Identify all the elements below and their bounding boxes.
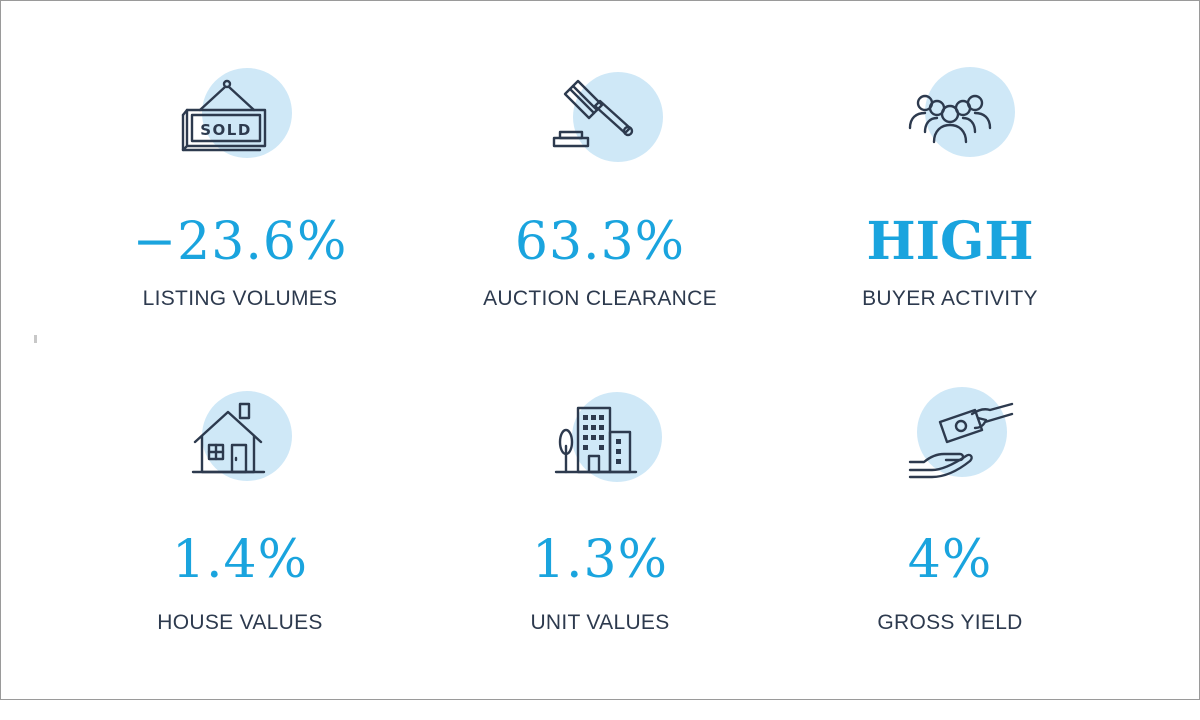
- side-marker: [34, 335, 37, 343]
- stat-value: −23.6%: [132, 212, 348, 272]
- stat-value: 4%: [907, 530, 993, 590]
- sold-sign-text: SOLD: [200, 121, 252, 139]
- stat-value: 1.4%: [171, 530, 309, 590]
- gavel-icon: [410, 70, 790, 240]
- apartment-building-icon: [410, 390, 790, 560]
- stat-label: BUYER ACTIVITY: [862, 287, 1038, 310]
- stat-value: 63.3%: [514, 212, 686, 272]
- stat-label: AUCTION CLEARANCE: [483, 287, 717, 310]
- stat-label: LISTING VOLUMES: [142, 287, 338, 310]
- stat-gross-yield: 4% GROSS YIELD: [760, 387, 1140, 720]
- stats-grid: SOLD −23.6% LISTING VOLUMES: [50, 67, 1140, 634]
- stat-value: 1.3%: [531, 530, 669, 590]
- stat-label: HOUSE VALUES: [157, 611, 323, 634]
- stat-listing-volumes: SOLD −23.6% LISTING VOLUMES: [50, 68, 430, 400]
- stat-label: UNIT VALUES: [530, 611, 670, 634]
- money-hand-icon: [760, 387, 1140, 560]
- stat-house-values: 1.4% HOUSE VALUES: [50, 390, 430, 720]
- sold-sign-icon: SOLD: [50, 68, 430, 240]
- stat-label: GROSS YIELD: [877, 611, 1023, 634]
- stat-buyer-activity: HIGH BUYER ACTIVITY: [760, 67, 1140, 400]
- house-icon: [50, 390, 430, 560]
- group-people-icon: [760, 67, 1140, 240]
- stat-auction-clearance: 63.3% AUCTION CLEARANCE: [410, 70, 790, 400]
- stat-unit-values: 1.3% UNIT VALUES: [410, 390, 790, 720]
- stat-value: HIGH: [866, 211, 1034, 272]
